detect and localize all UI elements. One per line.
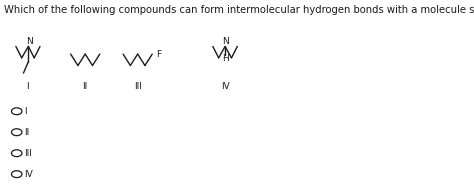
Text: H: H	[222, 54, 228, 63]
Text: I: I	[27, 82, 29, 91]
Text: N: N	[26, 37, 33, 46]
Text: Which of the following compounds can form intermolecular hydrogen bonds with a m: Which of the following compounds can for…	[4, 5, 474, 16]
Text: IV: IV	[221, 82, 229, 91]
Text: I: I	[25, 107, 27, 116]
Text: IV: IV	[25, 170, 33, 179]
Text: III: III	[25, 149, 32, 158]
Text: II: II	[25, 128, 30, 137]
Text: III: III	[134, 82, 142, 91]
Text: F: F	[156, 50, 161, 59]
Text: N: N	[222, 37, 228, 46]
Text: II: II	[82, 82, 88, 91]
